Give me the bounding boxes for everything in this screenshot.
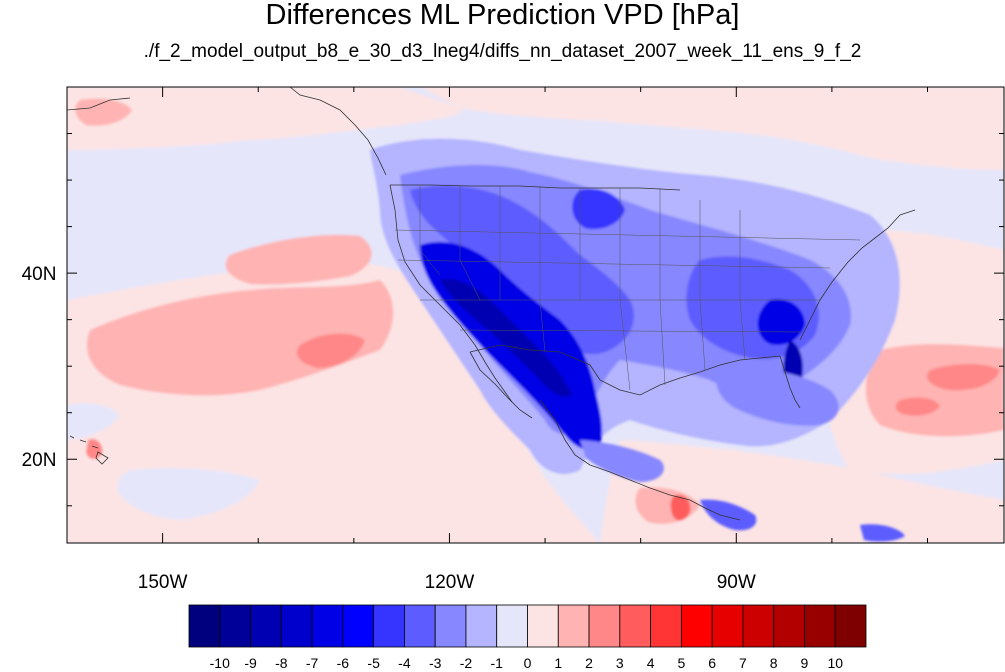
colorbar-labels: -10 -9 -8 -7 -6 -5 -4 -3 -2 -1 0 1 2 3 4 5 6 7 8 9 10 [210,655,844,671]
lon-tick-label: 90W [717,572,756,593]
west-pacific-lightblue [67,403,120,440]
map-frame [66,86,1005,544]
plains-blue-spot [572,188,625,230]
colorbar-swatch [711,604,744,648]
colorbar-label: 2 [585,655,593,671]
island [79,439,87,443]
axis-ticks [66,86,1004,543]
canada-coast [289,87,387,176]
state-borders [394,186,861,391]
baja-coastline [469,351,533,419]
north-pink-band [420,87,1004,170]
colorbar-label: -6 [337,655,350,671]
western-blue-band [410,185,634,355]
colorbar-label: -5 [367,655,380,671]
south-america-blue [860,524,905,542]
colorbar-swatch [804,604,836,648]
colorbar-label: 10 [827,655,843,671]
gulf-blue [716,368,839,426]
state-border [397,259,831,269]
west-coastline [389,184,513,403]
colorbar-label: -4 [398,655,411,671]
positive-anomaly-regions [67,87,1004,543]
colorbar-label: 5 [677,655,685,671]
mexico-pacific-coast [539,399,741,521]
colorbar-swatch [342,604,375,648]
state-border [394,229,861,241]
colorbar-swatch [188,604,221,648]
mexico-south-blue [580,440,664,482]
colorbar-label: 4 [647,655,655,671]
colorbar-swatch [434,604,467,648]
baja-darkest-blue [440,279,572,397]
colorbar-swatch [219,604,251,648]
lat-tick-label: 20N [22,450,57,471]
colorbar-swatch [588,604,621,648]
florida-coastline [779,355,801,409]
colorbar [188,604,867,648]
colorbar-swatch [250,604,282,648]
colorbar-swatch [527,604,559,648]
caribbean-pink-region [600,440,1004,543]
colorbar-label: 3 [616,655,624,671]
colorbar-swatch [465,604,498,648]
colorbar-label: -3 [429,655,442,671]
lon-tick-label: 150W [138,572,188,593]
alaska-pink-patch [75,98,132,126]
lat-tick-label: 40N [22,264,57,285]
alaska-coast [67,97,131,111]
colorbar-swatch [680,604,713,648]
colorbar-swatch [619,604,651,648]
lon-tick-label: 120W [425,572,475,593]
state-border [419,186,441,276]
hawaii-pink-spot [86,438,103,460]
colorbar-label: 6 [708,655,716,671]
colorbar-label: 7 [739,655,747,671]
colorbar-swatch [404,604,436,648]
state-border [459,329,801,333]
colorbar-swatch [373,604,405,648]
colorbar-label: -1 [491,655,504,671]
south-pacific-lightblue [117,468,260,520]
central-america-red-spot [670,494,691,521]
colorbar-label: 0 [524,655,532,671]
state-border [459,186,481,301]
north-pacific-lightblue [67,137,400,225]
central-america-blue [700,499,757,531]
pacific-pink-patch-2 [225,234,372,285]
map-subtitle: ./f_2_model_output_b8_e_30_d3_lneg4/diff… [143,41,862,62]
atlantic-salmon-spot-2 [895,397,940,416]
map-title: Differences ML Prediction VPD [hPa] [265,0,740,31]
colorbar-label: -9 [244,655,257,671]
colorbar-label: -7 [306,655,319,671]
north-pacific-pink-region [67,87,462,160]
island [95,451,109,465]
colorbar-label: -2 [460,655,473,671]
island [91,445,99,449]
atlantic-salmon-spot [926,364,1000,391]
east-coastline [799,209,916,341]
colorbar-label: -8 [275,655,288,671]
colorbar-swatch [834,604,867,648]
georgia-deep-blue [757,299,805,346]
colorbar-label: 9 [801,655,809,671]
colorbar-swatch [773,604,805,648]
gulf-coastline [599,355,781,396]
colorbar-label: 8 [770,655,778,671]
island [69,435,75,439]
colorbar-swatch [650,604,682,648]
colorbar-swatch [742,604,775,648]
atlantic-pink-patch [865,344,1004,437]
colorbar-swatch [280,604,313,648]
colorbar-swatch [496,604,528,648]
colorbar-swatch [557,604,590,648]
map-field [67,87,1004,543]
pacific-salmon-spot [296,333,365,368]
colorbar-swatch [311,604,344,648]
colorbar-label: -10 [210,655,230,671]
hawaii-islands [69,435,109,465]
colorbar-label: 1 [554,655,562,671]
axis-labels: 150W 120W 90W 40N 20N [22,264,756,593]
